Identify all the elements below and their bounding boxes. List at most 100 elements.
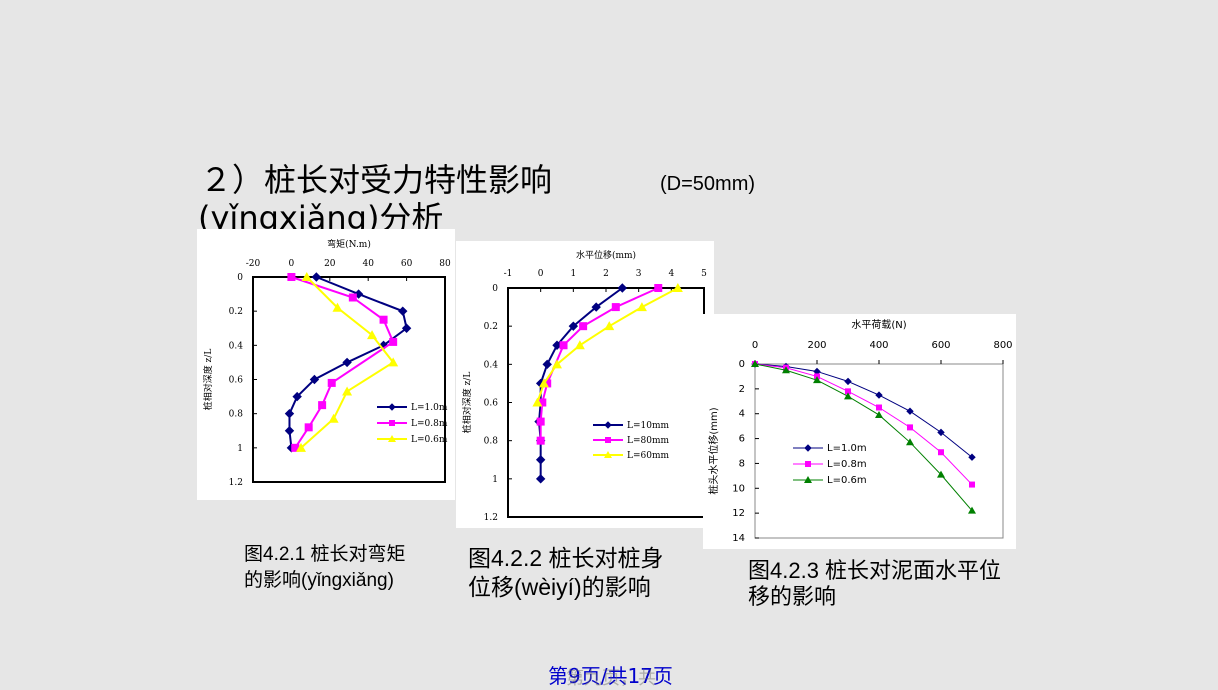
data-point: [538, 398, 547, 407]
y-axis-label: 桩头水平位移(mm): [707, 407, 720, 494]
data-point: [296, 442, 306, 452]
series-line: [754, 363, 973, 511]
data-point: [327, 378, 336, 387]
caption-2: 图4.2.2 桩长对桩身 位移(wèiyí)的影响: [468, 544, 664, 602]
caption-2-line2: 位移(wèiyí)的影响: [468, 574, 651, 600]
data-point: [284, 408, 295, 419]
data-point: [611, 303, 620, 312]
data-point: [906, 438, 914, 446]
data-point: [398, 306, 408, 316]
x-tick-label: 0: [289, 259, 295, 269]
y-tick-label: 0.6: [484, 399, 499, 409]
plot-area: [252, 276, 446, 483]
x-tick-label: 5: [701, 269, 707, 279]
legend-marker: [604, 451, 612, 458]
data-point: [535, 455, 546, 465]
chart-svg: 水平位移(mm) -1 0 1 2 3 4 5 0 0.2 0.4 0.6 0.8 1 1.2 桩相对深度 z…: [461, 249, 707, 523]
data-point: [401, 323, 412, 333]
data-point: [617, 283, 628, 293]
data-point: [574, 340, 585, 350]
y-axis-label: 桩相对深度 z/L: [202, 349, 214, 411]
data-point: [968, 506, 976, 514]
y-tick-label: 1.2: [229, 478, 243, 488]
y-tick-label: 0.2: [229, 307, 243, 317]
caption-1-line2: 的影响(yǐngxiǎng): [244, 570, 394, 591]
displacement-chart: 水平位移(mm) -1 0 1 2 3 4 5 0 0.2 0.4 0.6 0.8 1 1.2 桩相对深度 z…: [456, 241, 714, 528]
data-point: [906, 407, 914, 415]
legend-label: L=0.8m: [411, 419, 448, 429]
legend-label: L=0.8m: [827, 459, 867, 470]
y-tick-label: 0.2: [484, 322, 498, 332]
data-point: [751, 360, 759, 367]
data-point: [552, 359, 562, 369]
data-point: [844, 377, 852, 386]
y-tick-label: 10: [732, 483, 745, 494]
data-point: [876, 404, 882, 411]
moment-chart: 弯矩(N.m) -20 0 20 40 60 80 0 0.2 0.4 0.6 0.8 1 1.2 桩相对深…: [197, 229, 455, 500]
y-tick-label: 0.8: [229, 410, 244, 420]
x-tick-label: 3: [636, 269, 642, 279]
data-point: [287, 273, 296, 281]
x-tick-label: 2: [603, 269, 609, 279]
chart-title: 弯矩(N.m): [327, 238, 371, 250]
y-tick-label: 4: [739, 409, 745, 420]
data-point: [388, 357, 399, 367]
data-point: [301, 272, 312, 281]
x-tick-label: 600: [931, 340, 950, 351]
data-point: [845, 388, 851, 395]
caption-3-line2: 移的影响: [748, 584, 837, 609]
caption-2-line1: 图4.2.2 桩长对桩身: [468, 545, 664, 571]
y-tick-label: 14: [732, 533, 745, 544]
data-point: [342, 386, 353, 396]
slide-title: ２）桩长对受力特性影响: [200, 161, 553, 199]
data-point: [328, 413, 339, 423]
data-point: [654, 284, 663, 292]
caption-3: 图4.2.3 桩长对泥面水平位 移的影响: [748, 558, 1001, 610]
page-number: 第9页/共17页: [548, 664, 673, 688]
y-tick-label: 8: [739, 458, 745, 469]
caption-1-line1: 图4.2.1 桩长对弯矩: [244, 544, 406, 565]
y-tick-label: 1.2: [484, 513, 498, 523]
data-point: [304, 423, 313, 432]
chart-svg: 弯矩(N.m)-20 0 20 40 60 8000.20.40.60.811.2桩相对深…: [202, 238, 451, 488]
series-line: [754, 363, 973, 485]
data-point: [379, 315, 388, 324]
legend-label: L=1.0m: [411, 403, 448, 413]
x-tick-label: 0: [752, 340, 758, 351]
data-point: [636, 302, 647, 312]
data-point: [542, 359, 552, 370]
y-tick-label: 6: [739, 434, 745, 445]
chart-title: 水平荷载(N): [851, 319, 906, 331]
legend-marker: [804, 476, 812, 483]
data-point: [284, 426, 295, 436]
data-point: [389, 337, 398, 346]
y-tick-label: 2: [739, 384, 745, 395]
y-tick-label: 1: [492, 475, 498, 485]
x-tick-label: -1: [504, 269, 513, 279]
data-point: [332, 302, 343, 312]
data-point: [311, 272, 322, 282]
data-point: [604, 321, 615, 331]
y-tick-label: 0: [739, 359, 745, 370]
y-axis-label: 桩相对深度 z/L: [461, 372, 473, 434]
legend-marker: [388, 403, 396, 411]
y-tick-label: 0: [237, 273, 243, 283]
y-tick-label: 0: [492, 284, 498, 294]
data-point: [672, 283, 683, 292]
data-point: [591, 302, 601, 312]
data-point: [568, 321, 579, 331]
data-point: [968, 453, 976, 461]
x-tick-label: 80: [439, 259, 451, 269]
legend-marker: [389, 420, 395, 426]
legend-label: L=1.0m: [827, 443, 867, 454]
y-tick-label: 0.8: [484, 437, 499, 447]
data-point: [348, 293, 357, 302]
legend-marker: [388, 435, 396, 442]
x-tick-label: 400: [869, 340, 888, 351]
legend-label: L=80mm: [627, 436, 670, 446]
series-line: [754, 363, 973, 458]
load-displacement-chart: 水平荷载(N) 0 200 400 600 800 0 2 4 6 8 10 12 14 桩头水平位移(mm…: [703, 314, 1016, 549]
legend-marker: [804, 444, 812, 452]
page-number-ghost: 第九页，共: [566, 668, 656, 689]
data-point: [309, 374, 320, 385]
